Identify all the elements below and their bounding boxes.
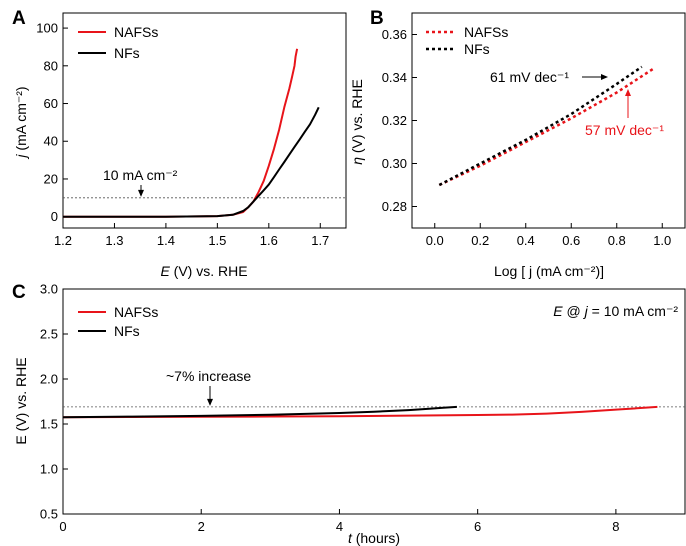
panel-b-xtick-label: 0.4 (517, 233, 535, 248)
panel-a-series (63, 48, 320, 218)
panel-c-series (62, 405, 658, 419)
panel-c-legend: NAFSs NFs (78, 304, 158, 339)
panel-a-xtick-label: 1.7 (311, 233, 329, 248)
panel-b-annotations: 61 mV dec⁻¹ 57 mV dec⁻¹ (490, 69, 664, 138)
panel-c-ytick-label: 1.0 (40, 462, 58, 477)
panel-c-xtick-label: 2 (198, 519, 205, 534)
panel-b-xlabel: Log [ j (mA cm⁻²)] (494, 263, 604, 279)
panel-c-frame (62, 288, 686, 515)
panel-a-xtick-label: 1.5 (208, 233, 226, 248)
panel-b-series-nfs (438, 65, 643, 187)
panel-b-ytick-label: 0.28 (382, 199, 407, 214)
panel-b-ylabel: η (V) vs. RHE (349, 79, 365, 165)
panel-c-condition: E @ j = 10 mA cm⁻² (553, 303, 678, 319)
panel-c-series-nfs (62, 405, 457, 419)
panel-c-reference: ~7% increase (63, 368, 685, 408)
panel-a-ticks: 1.2 1.3 1.4 1.5 1.6 1.7 0 20 40 60 80 100 (36, 21, 329, 248)
panel-a-legend: NAFSs NFs (78, 24, 158, 61)
panel-c-ytick-label: 3.0 (40, 282, 58, 297)
tafel-nfs-arrowhead (601, 74, 608, 80)
panel-b-xtick-label: 0.0 (426, 233, 444, 248)
panel-b-legend: NAFSs NFs (426, 24, 508, 57)
panel-c-xtick-label: 8 (612, 519, 619, 534)
panel-label-b: B (370, 8, 384, 29)
panel-a-series-nfs (63, 106, 320, 218)
panel-b-xtick-label: 0.8 (608, 233, 626, 248)
panel-c-ylabel: E (V) vs. RHE (13, 357, 29, 444)
legend-a-nfs: NFs (114, 45, 140, 61)
panel-a-ytick-label: 100 (36, 21, 58, 36)
panel-a-xlabel: E (V) vs. RHE (160, 263, 247, 279)
tafel-nafss-annotation: 57 mV dec⁻¹ (585, 122, 664, 138)
legend-a-nafss: NAFSs (114, 24, 158, 40)
panel-c-reference-arrowhead (207, 398, 213, 406)
panel-c-reference-label: ~7% increase (166, 368, 251, 384)
panel-a-xtick-label: 1.3 (105, 233, 123, 248)
panel-b-ticks: 0.0 0.2 0.4 0.6 0.8 1.0 0.28 0.30 0.32 0.34 0.36 (382, 27, 672, 248)
panel-c-ytick-label: 0.5 (40, 507, 58, 522)
panel-b-series-nafss (438, 67, 654, 187)
panel-c-xtick-label: 6 (474, 519, 481, 534)
panel-a-xtick-label: 1.6 (260, 233, 278, 248)
panel-label-a: A (12, 8, 26, 29)
panel-a-ytick-label: 40 (44, 134, 58, 149)
panel-a-ytick-label: 60 (44, 96, 58, 111)
tafel-nafss-arrowhead (625, 89, 631, 96)
panel-c-ticks: 0 2 4 6 8 0.5 1.0 1.5 2.0 2.5 3.0 (40, 282, 620, 535)
panel-b-xtick-label: 0.6 (562, 233, 580, 248)
panel-a-reference-arrowhead (138, 189, 144, 197)
panel-a-ytick-label: 20 (44, 171, 58, 186)
panel-a-ylabel: j (mA cm⁻²) (13, 86, 29, 159)
panel-b-xtick-label: 0.2 (471, 233, 489, 248)
panel-b-ytick-label: 0.34 (382, 70, 407, 85)
panel-a-chart: 1.2 1.3 1.4 1.5 1.6 1.7 0 20 40 60 80 100 10 mA cm⁻… (13, 12, 347, 279)
panel-b-chart: 0.0 0.2 0.4 0.6 0.8 1.0 0.28 0.30 0.32 0.34 0.36 L… (349, 12, 686, 279)
panel-c-xlabel: t (hours) (348, 530, 400, 546)
panel-c-ytick-label: 2.5 (40, 327, 58, 342)
panel-b-series (438, 65, 654, 187)
panel-c-xtick-label: 0 (59, 519, 66, 534)
panel-b-ytick-label: 0.32 (382, 113, 407, 128)
panel-b-frame (411, 12, 686, 229)
panel-b-ytick-label: 0.30 (382, 156, 407, 171)
panel-c-ytick-label: 2.0 (40, 372, 58, 387)
panel-label-c: C (12, 282, 26, 303)
panel-b-xtick-label: 1.0 (653, 233, 671, 248)
panel-b-ytick-label: 0.36 (382, 27, 407, 42)
panel-c-chart: 0 2 4 6 8 0.5 1.0 1.5 2.0 2.5 3.0 ~7% increase t (… (13, 282, 686, 546)
legend-c-nfs: NFs (114, 323, 140, 339)
panel-a-xtick-label: 1.4 (157, 233, 175, 248)
legend-b-nfs: NFs (464, 41, 490, 57)
panel-a-ytick-label: 80 (44, 58, 58, 73)
panel-a-xtick-label: 1.2 (54, 233, 72, 248)
panel-a-reference-label: 10 mA cm⁻² (103, 167, 178, 183)
tafel-nfs-annotation: 61 mV dec⁻¹ (490, 69, 569, 85)
panel-a-reference: 10 mA cm⁻² (63, 167, 346, 199)
legend-b-nafss: NAFSs (464, 24, 508, 40)
panel-c-xtick-label: 4 (336, 519, 343, 534)
panel-a-ytick-label: 0 (51, 209, 58, 224)
legend-c-nafss: NAFSs (114, 304, 158, 320)
panel-a-frame (62, 12, 347, 229)
panel-c-ytick-label: 1.5 (40, 417, 58, 432)
